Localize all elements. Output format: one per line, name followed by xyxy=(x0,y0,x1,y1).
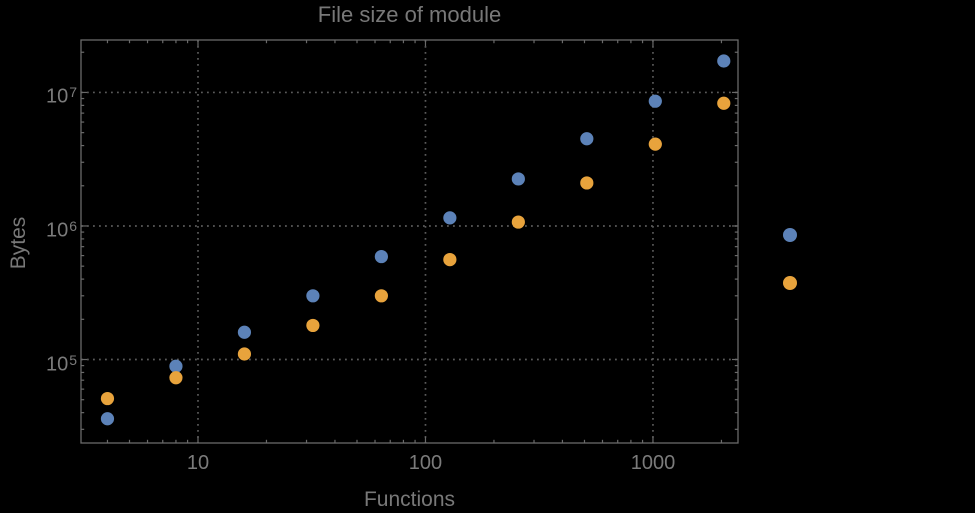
data-point-series-2 xyxy=(648,137,662,151)
data-point-series-1 xyxy=(717,54,731,68)
y-axis-label: Bytes xyxy=(7,216,30,270)
legend-marker-series-1 xyxy=(783,228,797,242)
data-point-series-2 xyxy=(306,318,320,333)
data-point-series-2 xyxy=(443,252,457,267)
data-point-series-2 xyxy=(580,176,594,190)
data-point-series-2 xyxy=(717,96,731,110)
x-axis-label: Functions xyxy=(363,488,456,511)
x-tick-label: 1000 xyxy=(630,452,676,474)
data-point-series-1 xyxy=(443,211,457,225)
chart-title: File size of module xyxy=(317,2,502,27)
data-point-series-1 xyxy=(648,94,662,108)
y-tick-label: 107 xyxy=(45,84,77,109)
plot-frame xyxy=(80,39,739,444)
data-point-series-1 xyxy=(511,172,525,186)
data-point-series-1 xyxy=(580,132,594,146)
data-point-series-1 xyxy=(100,412,115,426)
data-point-series-2 xyxy=(374,289,388,303)
x-tick-label: 10 xyxy=(186,452,210,474)
data-point-series-2 xyxy=(511,215,525,229)
data-point-series-2 xyxy=(100,391,115,406)
data-point-series-2 xyxy=(237,347,252,361)
x-tick-label: 100 xyxy=(408,452,443,474)
data-point-series-1 xyxy=(169,359,183,373)
data-point-series-1 xyxy=(306,289,320,303)
data-point-series-1 xyxy=(374,249,388,264)
data-point-series-1 xyxy=(237,325,252,339)
legend-marker-series-2 xyxy=(783,276,797,290)
y-tick-label: 106 xyxy=(45,217,77,242)
data-point-series-2 xyxy=(169,371,183,385)
y-tick-label: 105 xyxy=(45,351,77,376)
